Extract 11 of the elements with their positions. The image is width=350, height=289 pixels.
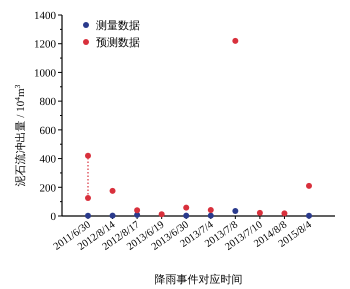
- y-tick-label: 600: [40, 124, 56, 137]
- y-tick-label: 800: [40, 96, 56, 108]
- y-tick-label: 1200: [34, 38, 56, 51]
- y-tick-label: 1000: [34, 67, 56, 80]
- legend-label: 预测数据: [96, 37, 140, 49]
- legend-label: 测量数据: [96, 20, 140, 32]
- y-tick-label: 200: [40, 182, 56, 194]
- x-axis-title: 降雨事件对应时间: [154, 273, 242, 286]
- y-tick-label: 1400: [34, 10, 56, 22]
- y-tick-label: 0: [50, 211, 56, 223]
- y-tick-label: 400: [40, 154, 56, 166]
